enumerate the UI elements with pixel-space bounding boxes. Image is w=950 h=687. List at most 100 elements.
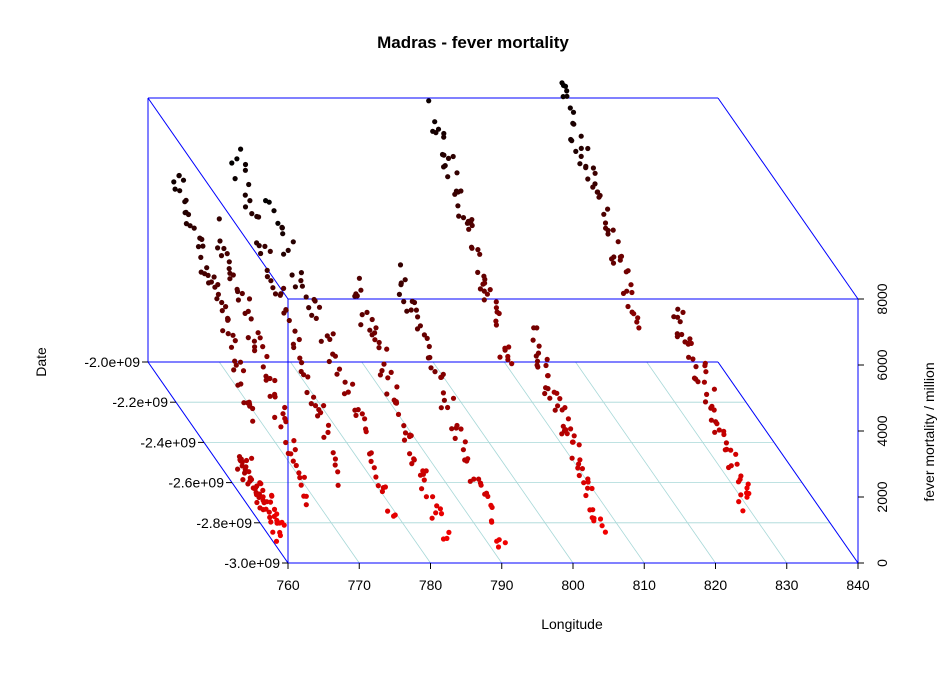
data-point bbox=[545, 386, 551, 392]
data-point bbox=[266, 509, 272, 515]
data-point bbox=[180, 177, 187, 183]
data-point bbox=[373, 325, 379, 331]
data-point bbox=[625, 268, 631, 274]
data-point bbox=[321, 403, 327, 409]
data-point bbox=[565, 416, 572, 422]
data-point bbox=[185, 211, 192, 218]
data-point bbox=[312, 403, 319, 409]
data-point bbox=[330, 450, 336, 456]
data-point bbox=[557, 396, 563, 402]
data-point bbox=[364, 309, 370, 315]
data-point bbox=[249, 211, 255, 217]
data-point bbox=[356, 275, 362, 281]
data-point bbox=[564, 88, 570, 94]
data-point bbox=[395, 411, 402, 417]
data-point bbox=[309, 312, 315, 318]
chart-title: Madras - fever mortality bbox=[377, 33, 569, 52]
data-point bbox=[305, 374, 311, 380]
data-point bbox=[506, 344, 512, 350]
data-point bbox=[445, 174, 451, 180]
data-point bbox=[238, 146, 244, 152]
data-point bbox=[411, 456, 417, 462]
data-point bbox=[426, 98, 432, 104]
data-point bbox=[385, 508, 391, 514]
data-point bbox=[353, 412, 359, 418]
data-point bbox=[454, 422, 460, 429]
y-tick-label: -2.2e+09 bbox=[112, 394, 168, 410]
data-point bbox=[733, 451, 739, 457]
data-point bbox=[256, 243, 262, 249]
data-point bbox=[568, 426, 574, 432]
data-point bbox=[469, 222, 475, 229]
z-tick-label: 6000 bbox=[874, 349, 890, 380]
data-point bbox=[240, 368, 247, 374]
data-point bbox=[482, 276, 488, 282]
data-point bbox=[234, 156, 240, 162]
data-point bbox=[738, 492, 744, 498]
data-point bbox=[721, 431, 727, 438]
data-point bbox=[243, 464, 249, 470]
data-point bbox=[342, 379, 348, 385]
x-tick-label: 780 bbox=[419, 577, 443, 593]
data-points bbox=[171, 80, 752, 550]
data-point bbox=[563, 427, 569, 433]
data-point bbox=[253, 492, 260, 498]
data-point bbox=[438, 510, 445, 517]
data-point bbox=[230, 272, 236, 278]
data-point bbox=[496, 310, 502, 317]
data-point bbox=[675, 314, 681, 320]
data-point bbox=[634, 319, 640, 325]
data-point bbox=[723, 440, 730, 446]
data-point bbox=[220, 328, 226, 334]
data-point bbox=[583, 165, 589, 171]
data-point bbox=[417, 472, 424, 478]
data-point bbox=[279, 224, 285, 230]
data-point bbox=[219, 299, 225, 306]
data-point bbox=[208, 279, 214, 285]
data-point bbox=[246, 296, 253, 302]
data-point bbox=[311, 296, 317, 303]
data-point bbox=[415, 314, 421, 320]
data-point bbox=[590, 507, 596, 513]
data-point bbox=[254, 499, 260, 506]
data-point bbox=[430, 494, 436, 500]
data-point bbox=[225, 316, 231, 323]
data-point bbox=[441, 397, 447, 403]
data-point bbox=[408, 307, 414, 313]
data-point bbox=[198, 254, 204, 260]
data-point bbox=[402, 430, 409, 436]
data-point bbox=[576, 442, 582, 448]
data-point bbox=[304, 389, 310, 396]
data-point bbox=[268, 278, 274, 284]
data-point bbox=[564, 93, 570, 99]
data-point bbox=[570, 439, 576, 445]
data-point bbox=[469, 245, 475, 251]
data-point bbox=[303, 294, 309, 300]
data-point bbox=[589, 485, 595, 492]
data-point bbox=[187, 223, 193, 229]
data-point bbox=[249, 455, 255, 461]
data-point bbox=[273, 538, 280, 544]
data-point bbox=[260, 344, 266, 350]
data-point bbox=[228, 344, 235, 350]
data-point bbox=[270, 529, 276, 535]
data-point bbox=[214, 296, 220, 302]
data-point bbox=[625, 303, 631, 310]
data-point bbox=[530, 337, 536, 343]
data-point bbox=[460, 447, 466, 453]
data-point bbox=[381, 361, 387, 367]
x-tick-label: 790 bbox=[490, 577, 514, 593]
data-point bbox=[372, 330, 378, 336]
data-point bbox=[702, 363, 708, 369]
data-point bbox=[469, 217, 475, 223]
data-point bbox=[601, 211, 607, 217]
data-point bbox=[269, 492, 275, 498]
data-point bbox=[397, 262, 404, 268]
data-point bbox=[544, 356, 550, 362]
data-point bbox=[534, 358, 541, 364]
data-point bbox=[271, 208, 277, 214]
data-point bbox=[417, 323, 423, 329]
data-point bbox=[362, 416, 368, 422]
data-point bbox=[458, 188, 464, 194]
data-point bbox=[225, 331, 231, 337]
